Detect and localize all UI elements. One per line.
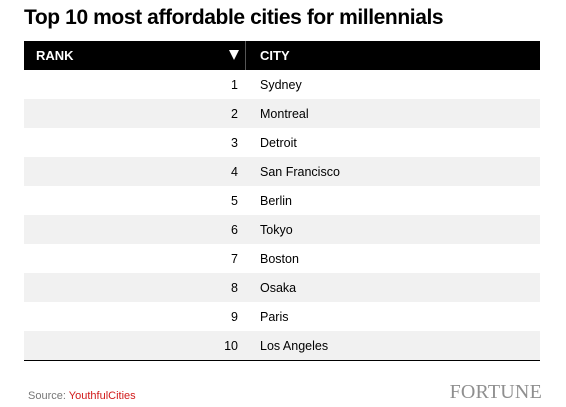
rank-cell: 6 xyxy=(231,222,238,237)
rank-cell: 1 xyxy=(231,77,238,92)
rank-cell: 8 xyxy=(231,280,238,295)
city-cell: Paris xyxy=(260,309,289,324)
chart-title: Top 10 most affordable cities for millen… xyxy=(24,6,444,29)
rank-cell: 4 xyxy=(231,164,238,179)
table-row: 3 Detroit xyxy=(24,128,540,157)
city-cell: Montreal xyxy=(260,106,309,121)
rank-cell: 5 xyxy=(231,193,238,208)
city-cell: Boston xyxy=(260,251,299,266)
table-row: 1 Sydney xyxy=(24,70,540,99)
table-row: 9 Paris xyxy=(24,302,540,331)
city-cell: Sydney xyxy=(260,77,302,92)
table-row: 8 Osaka xyxy=(24,273,540,302)
city-column-header[interactable]: CITY xyxy=(246,41,540,70)
rank-column-header[interactable]: RANK xyxy=(24,41,246,70)
rank-cell: 2 xyxy=(231,106,238,121)
city-header-label: CITY xyxy=(260,48,290,63)
rank-cell: 10 xyxy=(224,338,238,353)
table-row: 2 Montreal xyxy=(24,99,540,128)
city-cell: Osaka xyxy=(260,280,297,295)
city-cell: Berlin xyxy=(260,193,292,208)
rank-cell: 3 xyxy=(231,135,238,150)
source-note: Source: YouthfulCities xyxy=(28,390,136,402)
rank-cell: 7 xyxy=(231,251,238,266)
table-row: 4 San Francisco xyxy=(24,157,540,186)
table-header: RANK CITY xyxy=(24,41,540,70)
city-cell: San Francisco xyxy=(260,164,340,179)
table-row: 7 Boston xyxy=(24,244,540,273)
city-cell: Los Angeles xyxy=(260,338,329,353)
city-cell: Tokyo xyxy=(260,222,293,237)
rank-cell: 9 xyxy=(231,309,238,324)
rankings-table: RANK CITY 1 Sydney 2 Montreal 3 Detroit 4 San F… xyxy=(24,41,540,361)
table-body: 1 Sydney 2 Montreal 3 Detroit 4 San Francisco 5 B… xyxy=(24,70,540,360)
source-link[interactable]: YouthfulCities xyxy=(68,390,136,402)
table-bottom-rule xyxy=(24,360,540,361)
source-label: Source: xyxy=(28,390,66,402)
table-row: 5 Berlin xyxy=(24,186,540,215)
sort-descending-icon[interactable] xyxy=(229,50,239,60)
fortune-logo: FORTUNE xyxy=(449,381,542,403)
table-row: 10 Los Angeles xyxy=(24,331,540,360)
rank-header-label: RANK xyxy=(36,48,74,63)
city-cell: Detroit xyxy=(260,135,297,150)
table-row: 6 Tokyo xyxy=(24,215,540,244)
